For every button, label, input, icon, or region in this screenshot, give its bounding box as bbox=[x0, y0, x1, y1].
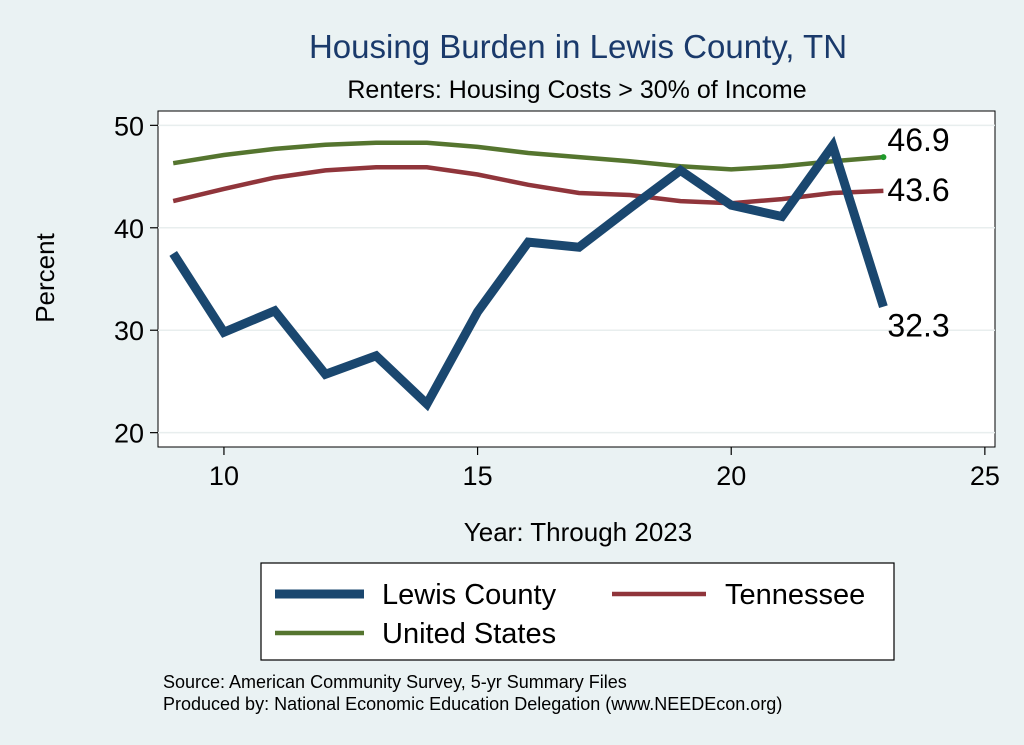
y-tick-label: 50 bbox=[114, 111, 144, 141]
y-tick-label: 20 bbox=[114, 419, 144, 449]
x-axis-label: Year: Through 2023 bbox=[464, 517, 692, 547]
end-labels: 32.3 43.6 46.9 bbox=[887, 122, 949, 344]
series-lines bbox=[169, 135, 888, 412]
chart-subtitle: Renters: Housing Costs > 30% of Income bbox=[347, 76, 806, 104]
producer-note: Produced by: National Economic Education… bbox=[163, 694, 782, 714]
legend-label-united-states: United States bbox=[382, 618, 556, 650]
end-label-united-states: 46.9 bbox=[887, 122, 949, 158]
end-label-tennessee: 43.6 bbox=[887, 172, 949, 208]
x-axis: 10 15 20 25 bbox=[209, 447, 1000, 491]
series-line-tennessee bbox=[172, 165, 884, 206]
x-tick-label: 25 bbox=[970, 461, 1000, 491]
legend-label-tennessee: Tennessee bbox=[725, 579, 865, 611]
legend: Lewis County Tennessee United States bbox=[260, 562, 895, 661]
source-note: Source: American Community Survey, 5-yr … bbox=[163, 672, 627, 692]
gridlines bbox=[158, 124, 995, 434]
series-line-united-states bbox=[172, 140, 884, 172]
y-tick-label: 40 bbox=[114, 214, 144, 244]
plot-area bbox=[157, 110, 996, 448]
legend-label-lewis-county: Lewis County bbox=[382, 579, 557, 611]
legend-box bbox=[260, 562, 895, 661]
x-tick-label: 10 bbox=[209, 461, 239, 491]
x-tick-label: 20 bbox=[716, 461, 746, 491]
series-line-lewis-county bbox=[169, 135, 888, 412]
series-end-marker bbox=[880, 154, 887, 161]
chart-title: Housing Burden in Lewis County, TN bbox=[309, 28, 847, 65]
y-axis-label: Percent bbox=[30, 232, 60, 322]
y-axis: 20 30 40 50 bbox=[114, 111, 158, 449]
end-label-lewis-county: 32.3 bbox=[887, 308, 949, 344]
y-tick-label: 30 bbox=[114, 316, 144, 346]
x-tick-label: 15 bbox=[463, 461, 493, 491]
